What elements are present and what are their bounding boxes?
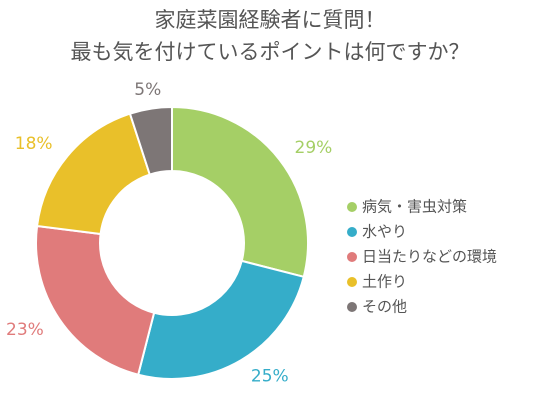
legend-item-2: 水やり [347, 223, 407, 241]
legend-label-2: 水やり [362, 223, 407, 241]
legend-label-5: その他 [362, 298, 407, 316]
legend-marker-4 [347, 277, 357, 287]
legend-marker-1 [347, 202, 357, 212]
legend-item-5: その他 [347, 298, 407, 316]
percentage-labels: 29% 25% 23% 18% 5% [6, 80, 333, 386]
chart-title: 家庭菜園経験者に質問！ 最も気を付けているポイントは何ですか？ [71, 8, 470, 64]
legend-item-3: 日当たりなどの環境 [347, 248, 497, 266]
title-line-2: 最も気を付けているポイントは何ですか？ [71, 40, 470, 64]
donut-slice-3 [35, 224, 156, 376]
legend-marker-3 [347, 252, 357, 262]
donut-slice-5 [128, 105, 173, 176]
donut-slice-2 [136, 259, 305, 380]
legend-marker-5 [347, 302, 357, 312]
percentage-label-5: 5% [134, 80, 161, 100]
legend-label-3: 日当たりなどの環境 [362, 248, 497, 266]
donut-slice-1 [171, 105, 309, 279]
legend-marker-2 [347, 227, 357, 237]
percentage-label-3: 23% [6, 320, 44, 340]
legend-item-4: 土作り [347, 273, 407, 291]
title-line-1: 家庭菜園経験者に質問！ [155, 8, 386, 32]
legend-label-1: 病気・害虫対策 [362, 198, 467, 216]
percentage-label-2: 25% [251, 366, 289, 386]
percentage-label-1: 29% [295, 138, 333, 158]
legend-item-1: 病気・害虫対策 [347, 198, 467, 216]
donut-slice-4 [35, 112, 152, 236]
donut-slices [35, 105, 309, 380]
legend-label-4: 土作り [362, 273, 407, 291]
percentage-label-4: 18% [15, 134, 53, 154]
